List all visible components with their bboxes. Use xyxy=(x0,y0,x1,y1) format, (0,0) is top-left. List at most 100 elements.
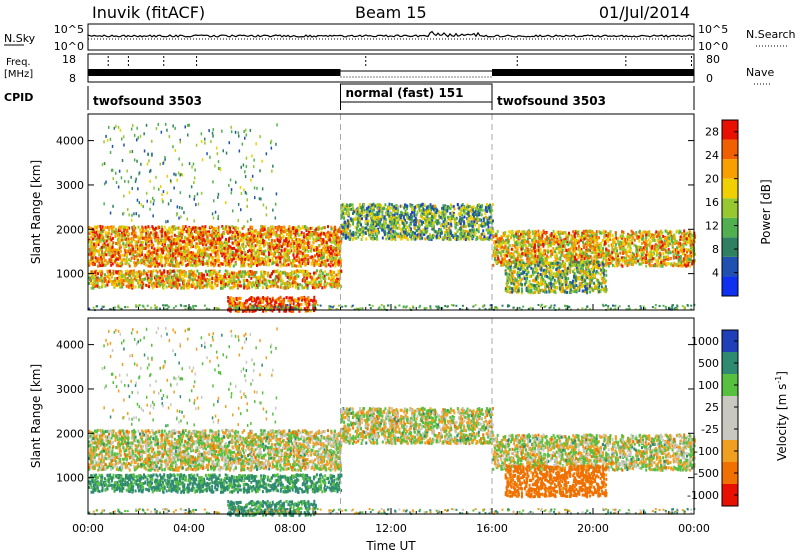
power-cell xyxy=(169,279,172,282)
power-cell xyxy=(187,254,190,258)
power-cell xyxy=(141,244,144,248)
power-cell xyxy=(187,237,190,241)
power-cell xyxy=(386,232,389,236)
power-cell xyxy=(220,281,223,285)
power-cell xyxy=(274,246,277,249)
power-cell xyxy=(473,229,476,233)
power-cell xyxy=(260,274,263,278)
power-cell xyxy=(332,249,335,253)
power-cell xyxy=(329,238,331,242)
power-cell xyxy=(106,274,109,278)
power-cell xyxy=(92,237,94,241)
power-cell xyxy=(238,253,241,257)
power-cell xyxy=(110,263,113,267)
power-cell xyxy=(185,229,188,233)
power-cell xyxy=(210,270,213,274)
power-cell xyxy=(172,284,175,288)
power-cell xyxy=(98,269,101,273)
power-cell xyxy=(248,286,251,290)
power-cell xyxy=(166,257,169,260)
power-cell xyxy=(142,256,145,260)
power-cell xyxy=(156,238,159,242)
power-cell xyxy=(323,274,326,278)
power-cell xyxy=(303,270,306,274)
power-cell xyxy=(124,279,127,283)
power-cell xyxy=(254,255,257,259)
power-cell xyxy=(134,246,137,249)
power-cell xyxy=(218,236,221,240)
power-cell xyxy=(489,231,491,235)
power-cell xyxy=(160,236,163,240)
power-cell xyxy=(256,296,259,300)
power-cell xyxy=(143,229,146,233)
power-cell xyxy=(292,253,295,257)
power-cell xyxy=(205,243,208,247)
power-cell xyxy=(341,223,343,227)
power-cell xyxy=(234,234,237,238)
power-cell xyxy=(191,271,194,275)
power-cell xyxy=(122,283,125,286)
power-cell xyxy=(178,275,181,279)
power-cell xyxy=(301,258,303,262)
power-cell xyxy=(270,225,273,229)
power-cell xyxy=(215,284,218,288)
power-cell xyxy=(98,259,101,263)
power-cell xyxy=(152,226,155,230)
power-cell xyxy=(92,245,95,249)
power-cell xyxy=(258,281,261,284)
power-cell xyxy=(276,237,279,241)
power-cell xyxy=(193,282,196,286)
power-cell xyxy=(295,238,298,242)
power-cell xyxy=(297,297,300,301)
power-cell xyxy=(150,261,153,265)
power-cell xyxy=(164,239,167,243)
power-cell xyxy=(358,221,361,225)
power-cell xyxy=(102,239,105,243)
power-cell xyxy=(182,273,185,277)
power-cell xyxy=(448,237,451,241)
power-cell xyxy=(147,249,150,253)
power-cell xyxy=(281,255,284,259)
power-cell xyxy=(188,227,191,231)
power-cell xyxy=(98,279,101,283)
power-cell xyxy=(178,272,181,276)
power-cell xyxy=(317,249,320,253)
power-cell xyxy=(309,226,312,230)
power-cell xyxy=(319,283,322,287)
power-cell xyxy=(285,239,288,243)
power-cell xyxy=(251,298,254,302)
power-cell xyxy=(279,264,282,268)
power-cell xyxy=(288,309,291,313)
power-cell xyxy=(99,227,102,231)
power-cell xyxy=(303,242,306,246)
power-cell xyxy=(123,245,126,249)
power-cell xyxy=(243,284,246,288)
power-cell xyxy=(286,286,289,290)
power-cell xyxy=(468,228,471,232)
power-cell xyxy=(486,222,489,226)
power-cell xyxy=(166,249,169,253)
power-cell xyxy=(209,277,211,281)
power-cell xyxy=(237,232,239,236)
power-cell xyxy=(315,282,318,286)
power-cell xyxy=(145,228,148,232)
power-cell xyxy=(467,237,470,241)
power-cell xyxy=(370,224,373,228)
power-cell xyxy=(106,243,109,247)
power-cell xyxy=(287,242,289,246)
power-cell xyxy=(206,234,209,238)
power-cell xyxy=(315,269,318,273)
power-cell xyxy=(168,244,171,248)
power-cell xyxy=(189,256,192,260)
power-cell xyxy=(115,251,118,255)
power-cell xyxy=(454,234,457,237)
power-cell xyxy=(111,236,114,240)
power-cell xyxy=(457,228,460,232)
power-cell xyxy=(324,280,326,283)
power-cell xyxy=(90,279,92,282)
power-cell xyxy=(429,203,432,207)
power-cell xyxy=(314,246,317,250)
power-cell xyxy=(224,275,227,279)
power-cell xyxy=(145,255,148,259)
power-cell xyxy=(297,286,300,290)
